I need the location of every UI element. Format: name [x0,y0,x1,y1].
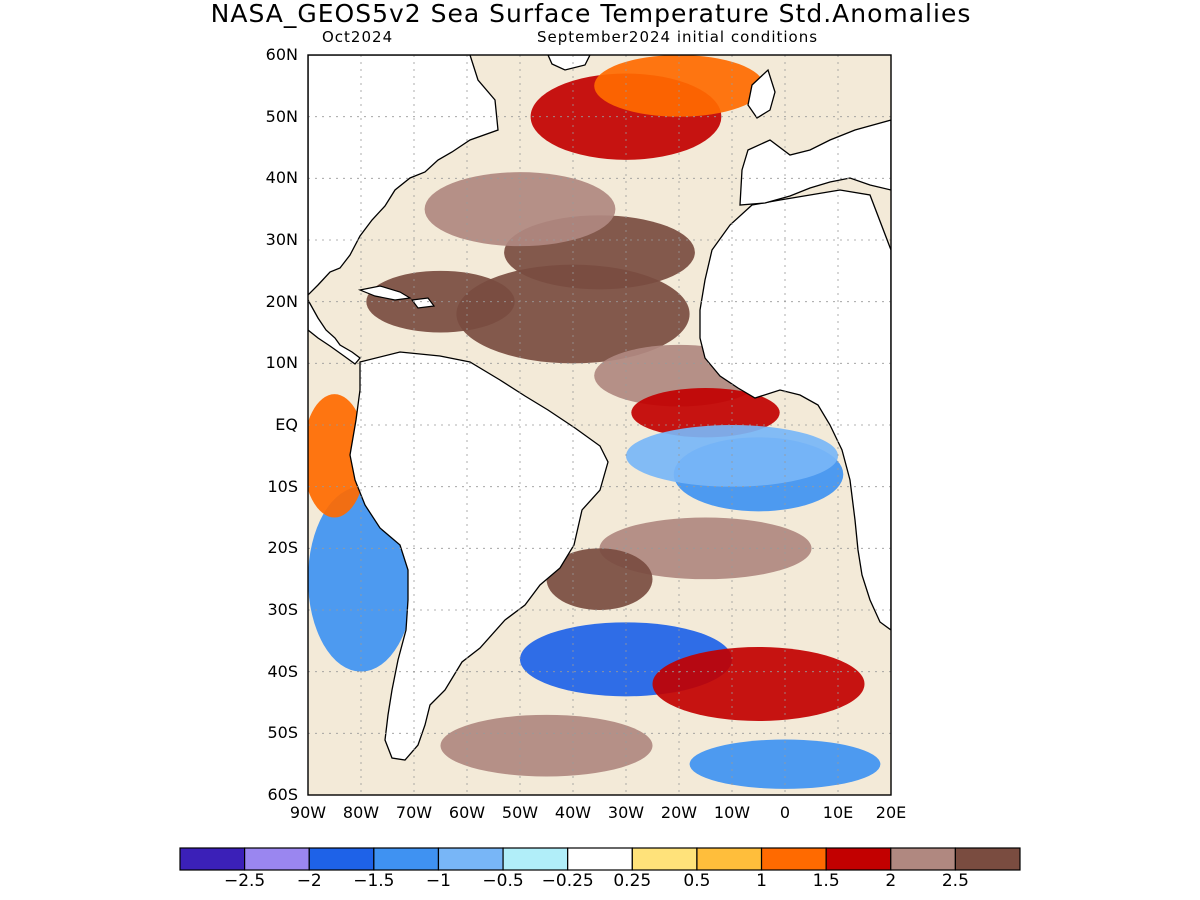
map-title: NASA_GEOS5v2 Sea Surface Temperature Std… [210,0,972,28]
longitude-label: 20W [660,803,698,822]
south-america-land [349,351,609,761]
longitude-label: 80W [342,803,380,822]
colorbar-tick-label: 1.5 [812,871,840,891]
map-frame [307,54,892,796]
anomaly-region [366,270,515,333]
latitude-label: 10N [265,353,298,373]
colorbar-swatch [437,847,504,871]
colorbar-swatch [502,847,569,871]
colorbar-tick-label: 2 [885,871,897,891]
latitude-label: EQ [275,415,298,434]
longitude-label: 70W [395,803,433,822]
longitude-label: 10W [713,803,751,822]
latitude-label: 40N [265,168,298,188]
colorbar-tick-label: −1.5 [353,871,395,891]
colorbar-tick-label: −0.25 [541,871,594,891]
anomaly-region [599,517,812,580]
land-layer [308,55,891,761]
forecast-month: Oct2024 [322,28,394,46]
graticule [308,55,891,795]
colorbar-swatch [308,847,375,871]
colorbar-swatch [825,847,892,871]
latitude-label: 30S [267,600,298,619]
longitude-label: 50W [501,803,539,822]
hispaniola-land [410,297,436,309]
colorbar-tick-label: −2.5 [223,871,266,891]
latitude-label: 60N [265,45,298,64]
longitude-label: 30W [607,803,645,822]
colorbar-swatch [567,847,633,871]
colorbar-swatch [244,847,310,871]
latitude-label: 20N [265,291,298,311]
latitude-label: 10S [267,476,298,496]
latitude-label: 50S [267,723,298,743]
uk-land [747,68,776,119]
longitude-label: 40W [554,803,592,822]
colorbar-swatch [696,847,763,871]
colorbar-swatch [631,847,698,871]
europe-land [739,119,891,206]
colorbar-swatch [179,847,246,871]
anomaly-region [689,739,881,789]
anomaly-region [440,714,653,777]
longitude-label: 10E [822,803,854,822]
central-america-land [308,298,361,365]
latitude-label: 20S [267,538,298,558]
north-america-land [308,55,499,296]
longitude-label: 20E [875,803,907,822]
latitude-label: 40S [267,661,298,681]
colorbar-swatch [954,847,1021,871]
cuba-land [357,285,412,301]
latitude-label: 30N [265,230,298,249]
longitude-label: 0 [779,803,791,822]
colorbar-swatch [760,847,827,871]
colorbar-tick-label: 1 [756,871,767,891]
anomaly-region [652,647,865,721]
longitude-label: 60W [448,803,486,822]
greenland-land [547,55,591,71]
latitude-label: 50N [265,106,298,126]
initial-conditions: September2024 initial conditions [537,28,819,46]
colorbar-swatch [373,847,440,871]
colorbar-tick-label: 0.5 [683,871,711,891]
latitude-label: 60S [267,785,298,804]
colorbar-tick-label: −2 [296,871,322,891]
colorbar-tick-label: −0.5 [482,871,524,891]
colorbar-tick-label: −1 [425,871,451,891]
colorbar-tick-label: 0.25 [613,871,652,891]
longitude-label: 90W [289,803,327,822]
anomaly-region [594,55,764,117]
colorbar-tick-label: 2.5 [941,871,969,891]
colorbar-swatch [890,847,956,871]
